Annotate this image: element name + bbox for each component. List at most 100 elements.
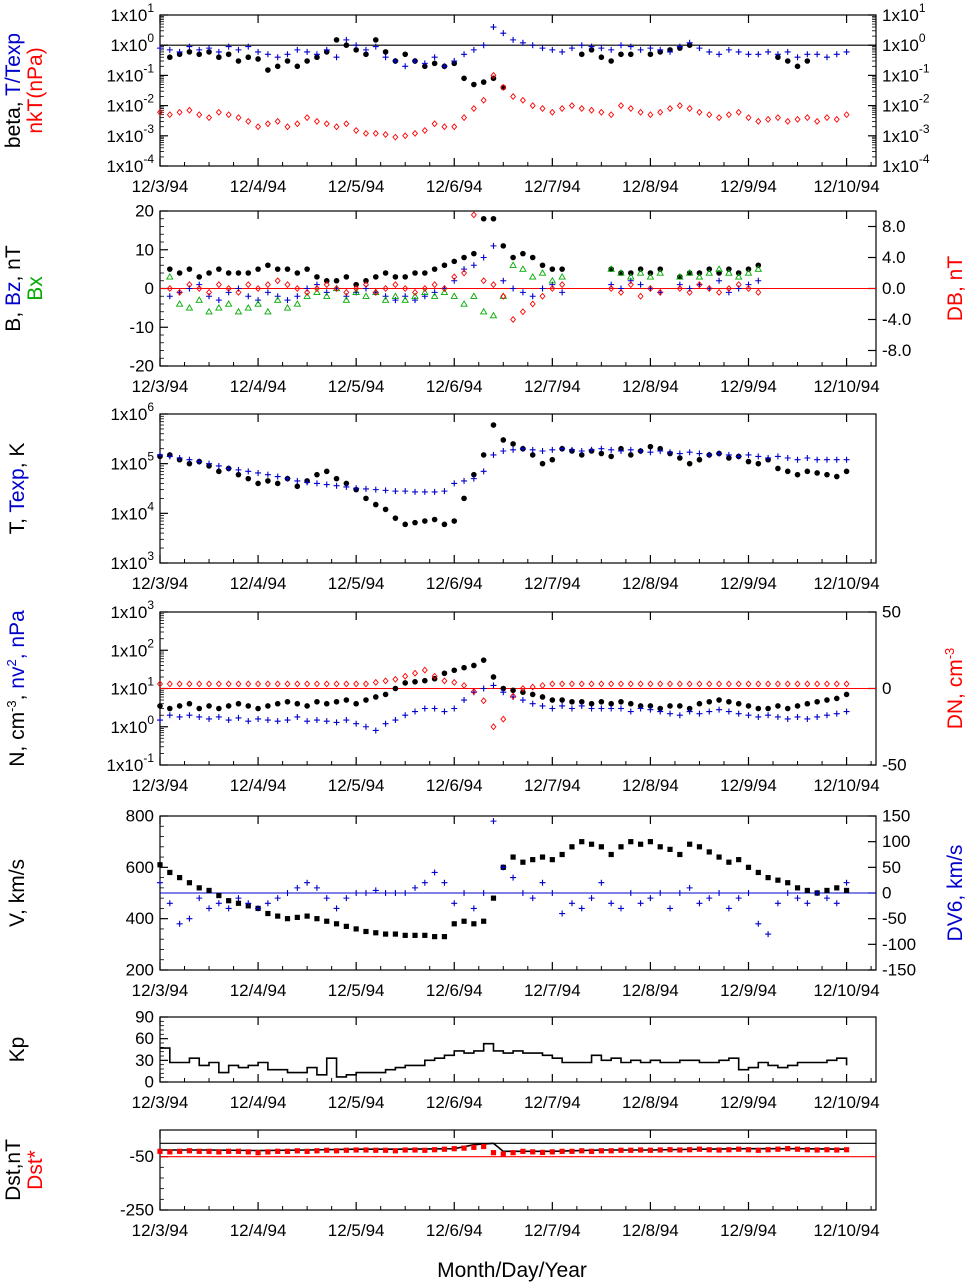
data-point — [196, 705, 203, 712]
data-point — [657, 680, 664, 688]
data-point — [196, 46, 203, 53]
data-point — [784, 705, 791, 712]
data-point — [716, 277, 723, 284]
panel-b: 12/3/94 12/4/94 12/5/94 12/6/94 12/7/94 12/8/… — [2, 202, 967, 397]
data-point — [206, 270, 212, 276]
data-point — [274, 54, 281, 61]
data-point — [676, 450, 683, 457]
data-point — [794, 1146, 801, 1152]
data-point — [304, 266, 310, 272]
y-tick-label: 1x103 — [110, 549, 154, 573]
data-point — [382, 285, 389, 292]
data-point — [274, 718, 281, 725]
data-point — [323, 281, 330, 289]
right-y-tick-label: -8.0 — [882, 341, 911, 360]
data-point — [186, 49, 193, 55]
data-point — [745, 864, 752, 870]
data-point — [735, 281, 742, 289]
data-point — [657, 288, 664, 296]
data-point — [166, 712, 173, 719]
data-point — [775, 703, 781, 709]
data-point — [382, 131, 389, 139]
data-point — [431, 120, 438, 128]
data-point — [676, 272, 684, 280]
right-y-tick-label: -50 — [882, 756, 907, 775]
data-point — [480, 657, 487, 663]
data-point — [785, 880, 791, 886]
data-point — [412, 932, 418, 938]
data-point — [441, 123, 448, 131]
data-point — [284, 890, 291, 896]
data-point — [461, 269, 468, 277]
data-point — [578, 905, 585, 912]
data-point — [784, 58, 791, 64]
data-point — [637, 292, 644, 300]
data-point — [176, 455, 183, 462]
x-tick-label: 12/4/94 — [230, 1093, 287, 1112]
data-point — [441, 262, 448, 269]
data-point — [235, 714, 242, 721]
data-point — [353, 42, 360, 49]
data-point — [362, 281, 369, 289]
data-point — [705, 269, 714, 276]
data-point — [598, 705, 605, 712]
data-point — [647, 895, 654, 902]
data-point — [304, 48, 311, 55]
data-point — [794, 680, 801, 688]
data-point — [362, 46, 369, 53]
data-point — [167, 705, 173, 712]
data-point — [470, 211, 477, 219]
data-point — [176, 680, 183, 688]
data-point — [774, 114, 781, 122]
y-tick-label: 1x10-4 — [106, 152, 154, 176]
data-point — [372, 501, 379, 508]
data-point — [755, 453, 762, 460]
right-y-tick-label: 1x101 — [882, 1, 926, 25]
data-point — [578, 702, 585, 709]
data-point — [206, 293, 213, 300]
data-point — [245, 54, 252, 61]
data-point — [481, 1143, 487, 1150]
data-point — [529, 300, 536, 308]
data-point — [706, 698, 713, 705]
data-point — [343, 483, 350, 490]
data-point — [313, 717, 320, 724]
data-point — [441, 488, 448, 495]
data-point — [824, 697, 830, 703]
data-point — [578, 105, 585, 113]
data-point — [196, 274, 203, 280]
data-point — [706, 48, 713, 55]
data-point — [617, 680, 624, 688]
series-t-0 — [157, 422, 850, 528]
data-point — [510, 254, 516, 261]
plot-frame — [159, 413, 877, 564]
data-point — [745, 114, 752, 122]
data-point — [392, 274, 399, 280]
data-point — [392, 281, 399, 289]
series-n-1 — [157, 682, 850, 734]
data-point — [549, 108, 556, 116]
data-point — [470, 292, 478, 299]
data-point — [843, 111, 850, 119]
data-point — [461, 266, 468, 273]
data-point — [628, 1147, 634, 1153]
data-point — [588, 680, 595, 688]
x-tick-label: 12/5/94 — [328, 1093, 385, 1112]
data-point — [186, 700, 193, 707]
data-point — [686, 449, 693, 456]
data-point — [225, 43, 232, 50]
data-point — [686, 288, 693, 296]
data-point — [431, 281, 438, 289]
data-point — [157, 879, 163, 886]
data-point — [441, 1146, 448, 1152]
data-point — [363, 51, 369, 58]
data-point — [382, 1147, 389, 1153]
data-point — [363, 495, 369, 502]
data-point — [490, 215, 497, 222]
data-point — [686, 39, 693, 46]
x-tick-label: 12/3/94 — [132, 1221, 189, 1240]
data-point — [245, 117, 252, 125]
data-point — [736, 857, 742, 863]
x-tick-label: 12/8/94 — [622, 1093, 679, 1112]
x-tick-label: 12/5/94 — [328, 377, 385, 396]
